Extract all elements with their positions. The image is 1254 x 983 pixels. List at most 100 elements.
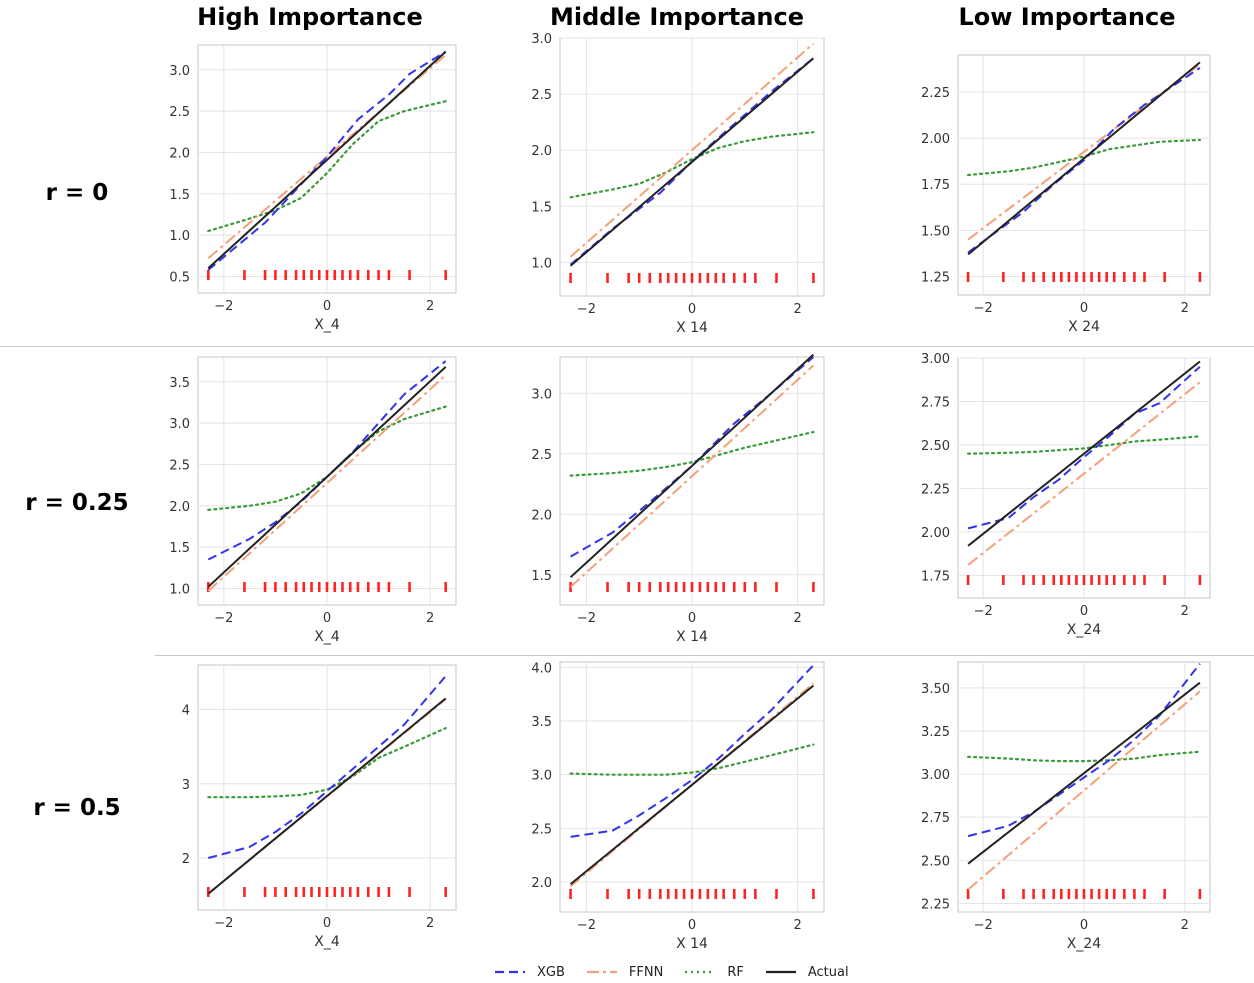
x-tick-label: −2 [974,918,993,933]
y-tick-label: 1.0 [531,256,552,271]
x-tick-label: 2 [1181,604,1189,619]
x-tick-label: −2 [974,604,993,619]
y-tick-label: 3.5 [169,376,190,391]
series-line-ffnn [569,682,815,887]
y-tick-label: 3.0 [531,32,552,47]
legend-item-ffnn: FFNN [586,964,664,980]
y-tick-label: 2.00 [921,132,950,147]
legend-item-rf: RF [685,965,744,980]
x-tick-label: 2 [1181,918,1189,933]
y-tick-label: 4.0 [531,661,552,676]
y-tick-label: 2.75 [921,395,950,410]
y-tick-label: 2.5 [531,822,552,837]
series-line-actual [967,360,1201,547]
x-tick-label: 2 [426,611,434,626]
x-tick-label: −2 [577,611,596,626]
series-line-xgb [967,67,1201,254]
y-tick-label: 2.0 [531,508,552,523]
x-axis-label: X_4 [314,629,340,645]
y-tick-label: 2.50 [921,439,950,454]
y-tick-label: 2.0 [531,876,552,891]
y-tick-label: 1.5 [169,541,190,556]
x-tick-label: 0 [323,916,331,931]
series-line-xgb [207,50,447,271]
series-line-rf [569,430,815,477]
x-tick-label: 2 [793,611,801,626]
column-title-high: High Importance [197,3,423,31]
y-tick-label: 0.5 [169,270,190,285]
column-title-middle: Middle Importance [549,3,805,31]
series-line-ffnn [569,42,815,258]
x-tick-label: 2 [793,918,801,933]
y-tick-label: 1.50 [921,224,950,239]
legend-label-rf: RF [727,964,744,980]
x-tick-label: 0 [688,918,696,933]
series-line-actual [207,50,447,269]
row-separator [155,655,1254,656]
y-tick-label: 2 [182,852,190,867]
x-tick-label: −2 [577,302,596,317]
series-line-actual [967,681,1201,865]
chart-panel-6: −2 0 2 1.75 2.00 2.25 2.50 2.75 3.00 X_24 [921,352,1211,638]
y-tick-label: 2.25 [921,482,950,497]
series-line-rf [207,726,447,799]
y-tick-label: 2.25 [921,897,950,912]
y-tick-label: 3.25 [921,725,950,740]
series-line-actual [569,353,815,578]
legend-label-actual: Actual [807,964,849,980]
y-tick-label: 1.75 [921,569,950,584]
column-title-low: Low Importance [958,3,1176,31]
legend-label-ffnn: FFNN [628,964,664,980]
chart-panel-3: −2 0 2 1.25 1.50 1.75 2.00 2.25 X 24 [921,54,1211,335]
y-tick-label: 1.0 [169,582,190,597]
chart-panel-9: −2 0 2 2.25 2.50 2.75 3.00 3.25 3.50 X_24 [921,661,1211,952]
series-line-rf [207,100,447,233]
y-tick-label: 3.0 [169,417,190,432]
y-tick-label: 4 [182,704,190,719]
y-tick-label: 2.0 [169,500,190,515]
x-tick-label: −2 [214,916,233,931]
chart-panel-8: −2 0 2 2.0 2.5 3.0 3.5 4.0 X 14 [531,661,825,952]
y-tick-label: 2.5 [531,88,552,103]
series-line-rf [966,435,1202,455]
x-tick-label: 2 [1181,301,1189,316]
series-line-rf [569,131,815,199]
y-tick-label: 3 [182,778,190,793]
x-tick-label: 0 [323,299,331,314]
y-tick-label: 2.0 [169,146,190,161]
x-axis-label: X 14 [676,936,708,952]
x-axis-label: X_4 [314,934,340,950]
series-line-ffnn [967,690,1201,891]
y-tick-label: 3.5 [531,715,552,730]
series-line-ffnn [207,374,447,592]
x-tick-label: −2 [974,301,993,316]
x-tick-label: 0 [1080,918,1088,933]
row-separator [0,346,1254,347]
x-axis-label: X 14 [676,320,708,336]
row-label-r025: r = 0.25 [25,490,129,516]
series-line-rf [966,138,1202,177]
x-tick-label: −2 [214,611,233,626]
legend-swatch-ffnn [586,970,617,974]
series-line-ffnn [967,63,1201,241]
x-tick-label: 0 [688,302,696,317]
series-line-ffnn [967,381,1201,566]
y-tick-label: 3.0 [531,387,552,402]
row-label-r0: r = 0 [45,180,109,206]
y-tick-label: 1.5 [531,200,552,215]
legend-swatch-xgb [495,970,525,974]
y-tick-label: 2.5 [169,105,190,120]
y-tick-label: 2.5 [531,448,552,463]
series-line-xgb [570,664,815,838]
chart-panel-5: −2 0 2 1.5 2.0 2.5 3.0 X 14 [531,353,825,645]
y-tick-label: 2.0 [531,144,552,159]
x-tick-label: −2 [577,918,596,933]
x-tick-label: 0 [323,611,331,626]
y-tick-label: 3.0 [531,769,552,784]
x-tick-label: 0 [1080,604,1088,619]
x-axis-label: X 14 [676,629,708,645]
legend-swatch-rf [685,970,716,974]
series-line-actual [967,61,1201,256]
row-label-r05: r = 0.5 [33,795,121,821]
series-line-xgb [208,675,447,859]
